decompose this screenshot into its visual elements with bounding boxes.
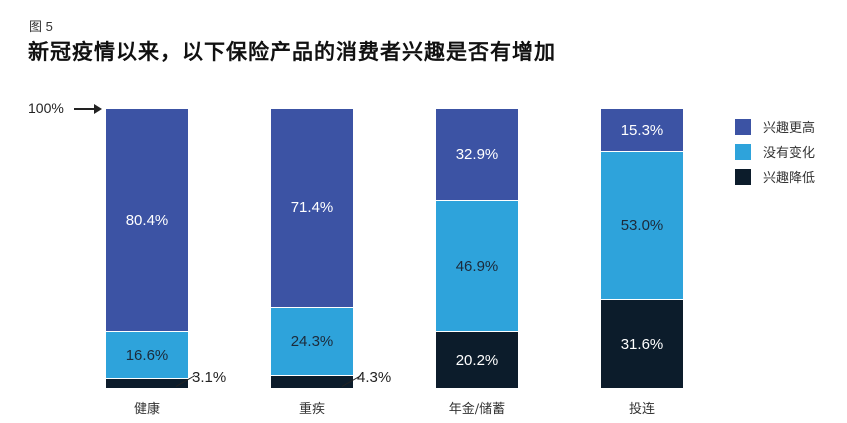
arrow-right-icon — [74, 104, 102, 114]
legend-item-lower-interest: 兴趣降低 — [735, 164, 815, 189]
value-label: 53.0% — [620, 217, 664, 235]
legend-item-higher-interest: 兴趣更高 — [735, 114, 815, 139]
segment-higher-interest: 80.4% — [106, 109, 188, 332]
segment-no-change: 16.6% — [106, 331, 188, 379]
segment-higher-interest: 32.9% — [436, 109, 518, 201]
value-label: 32.9% — [455, 146, 499, 164]
value-label: 31.6% — [620, 335, 664, 353]
bar-unit-linked: 15.3% 53.0% 31.6% — [601, 109, 683, 388]
bar-critical-illness: 71.4% 24.3% — [271, 109, 353, 388]
category-label: 健康 — [133, 402, 160, 417]
legend-label: 没有变化 — [763, 146, 816, 161]
legend-swatch — [735, 168, 751, 185]
segment-lower-interest — [271, 375, 353, 388]
category-label: 投连 — [628, 402, 655, 417]
legend-swatch — [735, 143, 751, 160]
segment-no-change: 24.3% — [271, 306, 353, 376]
legend-swatch — [735, 118, 751, 135]
segment-lower-interest: 31.6% — [601, 299, 683, 388]
value-label: 24.3% — [290, 332, 334, 350]
segment-lower-interest: 20.2% — [436, 331, 518, 388]
segment-higher-interest: 71.4% — [271, 109, 353, 307]
value-label: 15.3% — [620, 121, 664, 139]
category-label: 年金/储蓄 — [448, 402, 506, 417]
value-label: 71.4% — [290, 199, 334, 217]
segment-lower-interest — [106, 378, 188, 388]
category-label: 重疾 — [298, 402, 325, 417]
bar-health: 80.4% 16.6% — [106, 109, 188, 388]
value-label-outside: 4.3% — [357, 369, 392, 386]
segment-no-change: 53.0% — [601, 151, 683, 300]
bar-annuity-savings: 32.9% 46.9% 20.2% — [436, 109, 518, 388]
value-label-outside: 3.1% — [192, 369, 227, 386]
value-label: 16.6% — [125, 346, 169, 364]
legend-label: 兴趣降低 — [763, 171, 816, 186]
value-label: 80.4% — [125, 211, 169, 229]
reference-100-label: 100% — [28, 100, 64, 116]
legend: 兴趣更高 没有变化 兴趣降低 — [735, 114, 815, 189]
segment-higher-interest: 15.3% — [601, 109, 683, 152]
legend-label: 兴趣更高 — [763, 121, 816, 136]
chart-title: 新冠疫情以来，以下保险产品的消费者兴趣是否有增加 — [28, 39, 556, 64]
legend-item-no-change: 没有变化 — [735, 139, 815, 164]
segment-no-change: 46.9% — [436, 200, 518, 332]
value-label: 20.2% — [455, 351, 499, 369]
value-label: 46.9% — [455, 257, 499, 275]
figure-label: 图 5 — [29, 19, 53, 34]
